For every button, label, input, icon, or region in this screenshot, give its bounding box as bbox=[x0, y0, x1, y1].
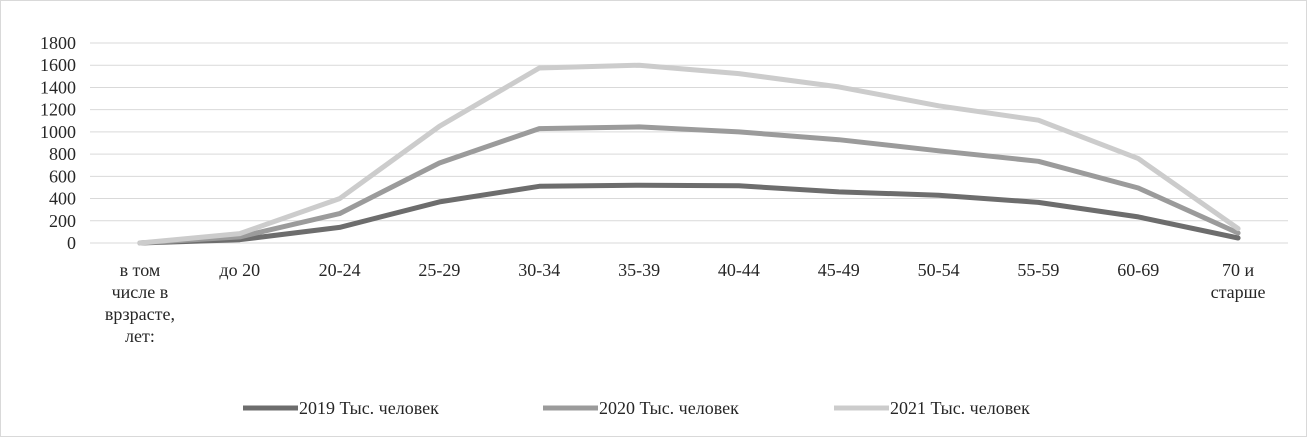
y-tick-label: 1600 bbox=[40, 55, 76, 75]
x-tick-line: 20-24 bbox=[319, 260, 361, 280]
y-tick-label: 1400 bbox=[40, 77, 76, 97]
x-tick-line: в том bbox=[120, 260, 161, 280]
x-tick-label: 35-39 bbox=[618, 260, 660, 280]
x-tick-line: 30-34 bbox=[518, 260, 560, 280]
x-tick-line: 45-49 bbox=[818, 260, 860, 280]
x-tick-line: лет: bbox=[125, 326, 155, 346]
x-tick-line: 35-39 bbox=[618, 260, 660, 280]
x-tick-label: 50-54 bbox=[918, 260, 960, 280]
x-tick-line: старше bbox=[1211, 282, 1266, 302]
y-tick-label: 1800 bbox=[40, 33, 76, 53]
x-tick-line: 60-69 bbox=[1117, 260, 1159, 280]
x-tick-label: 20-24 bbox=[319, 260, 361, 280]
y-tick-label: 400 bbox=[49, 189, 76, 209]
series-line-2 bbox=[137, 62, 1241, 246]
x-tick-label: в том числе в врзрасте, лет: bbox=[105, 260, 175, 346]
x-tick-line: числе в bbox=[112, 282, 169, 302]
y-tick-label: 600 bbox=[49, 166, 76, 186]
x-tick-line: 25-29 bbox=[418, 260, 460, 280]
legend-label-0: 2019 Тыс. человек bbox=[299, 398, 439, 418]
x-tick-label: 40-44 bbox=[718, 260, 760, 280]
x-tick-label: до 20 bbox=[219, 260, 260, 280]
x-tick-label: 60-69 bbox=[1117, 260, 1159, 280]
x-tick-label: 55-59 bbox=[1017, 260, 1059, 280]
x-tick-line: 55-59 bbox=[1017, 260, 1059, 280]
legend: 2019 Тыс. человек 2020 Тыс. человек 2021 Т… bbox=[243, 398, 1030, 418]
y-tick-label: 1000 bbox=[40, 122, 76, 142]
y-tick-label: 1200 bbox=[40, 100, 76, 120]
legend-label-2: 2021 Тыс. человек bbox=[890, 398, 1030, 418]
x-tick-line: до 20 bbox=[219, 260, 260, 280]
y-tick-label: 200 bbox=[49, 211, 76, 231]
x-tick-line: врзрасте, bbox=[105, 304, 175, 324]
x-tick-line: 40-44 bbox=[718, 260, 760, 280]
x-tick-label: 30-34 bbox=[518, 260, 560, 280]
series-line-1 bbox=[137, 124, 1241, 246]
x-tick-line: 70 и bbox=[1222, 260, 1255, 280]
x-tick-label: 25-29 bbox=[418, 260, 460, 280]
series-lines bbox=[137, 62, 1241, 246]
series-line-0 bbox=[137, 182, 1241, 246]
x-axis-ticks: в том числе в врзрасте, лет: до 20 20-24 25-29… bbox=[105, 260, 1266, 346]
y-tick-label: 800 bbox=[49, 144, 76, 164]
x-tick-label: 70 и старше bbox=[1211, 260, 1266, 302]
y-tick-label: 0 bbox=[67, 233, 76, 253]
x-tick-line: 50-54 bbox=[918, 260, 960, 280]
legend-label-1: 2020 Тыс. человек bbox=[599, 398, 739, 418]
x-tick-label: 45-49 bbox=[818, 260, 860, 280]
